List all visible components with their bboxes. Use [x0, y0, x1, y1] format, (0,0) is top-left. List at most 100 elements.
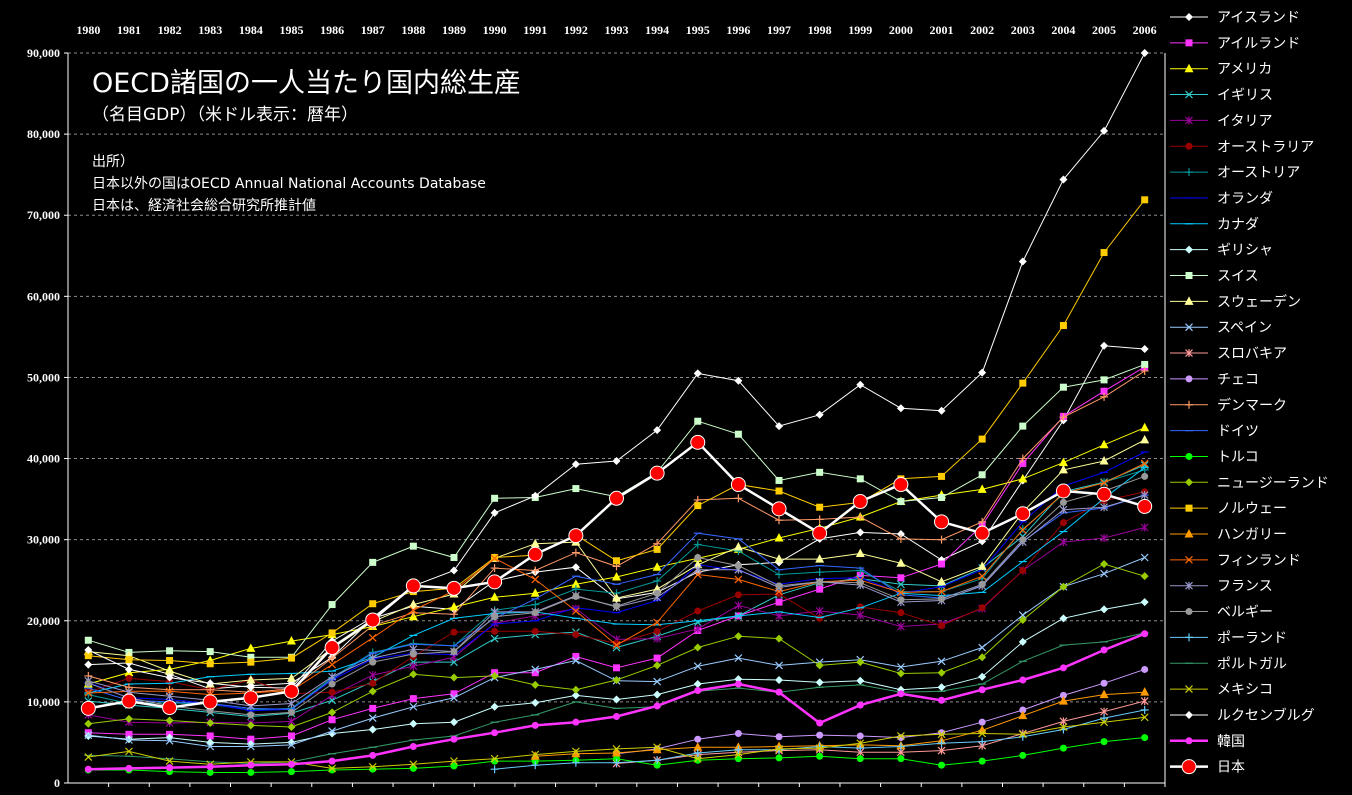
data-point — [1100, 738, 1108, 746]
data-point — [368, 633, 377, 642]
data-point — [812, 525, 828, 541]
data-point — [897, 596, 905, 604]
data-point — [490, 564, 499, 573]
data-point — [816, 578, 824, 586]
legend-swatch-marker — [1185, 323, 1193, 332]
data-point — [572, 652, 580, 660]
legend-item: トルコ — [1170, 449, 1259, 465]
data-point — [162, 700, 178, 716]
data-point — [80, 700, 96, 716]
data-point — [527, 546, 543, 562]
data-point — [368, 687, 377, 696]
data-point — [1100, 126, 1109, 135]
data-point — [1059, 175, 1068, 184]
data-point — [775, 675, 784, 684]
data-point — [775, 688, 783, 696]
data-point — [774, 554, 784, 563]
data-point — [734, 591, 742, 599]
data-point — [328, 688, 336, 696]
data-point — [84, 765, 92, 773]
data-point — [1019, 459, 1027, 467]
data-point — [612, 745, 621, 753]
data-point — [896, 663, 905, 671]
x-tick-label: 1994 — [645, 23, 669, 37]
data-point — [328, 660, 337, 669]
data-point — [938, 696, 946, 704]
data-point — [734, 376, 743, 385]
data-point — [328, 716, 336, 724]
data-point — [409, 542, 417, 550]
y-tick-label: 90,000 — [27, 46, 60, 60]
data-point — [369, 600, 377, 608]
data-point — [937, 746, 946, 755]
data-point — [734, 575, 743, 584]
data-point — [1100, 376, 1108, 384]
y-tick-label: 40,000 — [27, 452, 60, 466]
data-point — [1100, 679, 1108, 687]
data-point — [816, 585, 824, 593]
y-tick-label: 30,000 — [27, 533, 60, 547]
x-tick-label: 1981 — [117, 23, 141, 37]
data-point — [653, 761, 661, 769]
data-point — [690, 434, 706, 450]
data-point — [613, 712, 620, 720]
legend-label: ギリシャ — [1217, 243, 1273, 259]
legend-label: フランス — [1217, 579, 1273, 595]
data-point — [1059, 322, 1067, 330]
data-point — [816, 731, 824, 739]
data-point — [1141, 630, 1149, 638]
legend-label: ポーランド — [1217, 630, 1287, 646]
legend-swatch-marker — [1185, 504, 1193, 512]
data-point — [1018, 615, 1027, 624]
legend-item: スイス — [1170, 269, 1259, 285]
data-point — [368, 762, 377, 771]
data-point — [937, 668, 946, 677]
legend-item: スペイン — [1170, 320, 1272, 336]
data-point — [247, 653, 255, 661]
data-point — [856, 528, 865, 537]
data-point — [287, 768, 295, 776]
data-point — [1058, 696, 1068, 705]
data-point — [450, 757, 458, 766]
data-point — [287, 654, 295, 662]
data-point — [1140, 345, 1149, 354]
data-point — [409, 670, 418, 679]
series-29 — [84, 630, 1149, 773]
legend-item: ドイツ — [1170, 424, 1259, 440]
data-point — [612, 747, 621, 757]
data-point — [978, 672, 987, 681]
data-point — [1019, 566, 1027, 574]
data-point — [1100, 392, 1109, 401]
x-tick-label: 2000 — [889, 23, 913, 37]
data-point — [816, 503, 824, 511]
data-point — [653, 690, 662, 699]
legend-item: デンマーク — [1170, 397, 1287, 414]
data-point — [1018, 730, 1027, 739]
data-point — [653, 661, 662, 670]
data-point — [409, 760, 418, 769]
data-point — [653, 654, 661, 662]
data-point — [896, 404, 905, 413]
data-point — [247, 658, 255, 666]
x-tick-label: 1990 — [483, 23, 507, 37]
data-point — [652, 744, 662, 754]
data-point — [775, 582, 783, 590]
y-tick-label: 70,000 — [27, 208, 60, 222]
data-point — [246, 683, 255, 692]
data-point — [1140, 422, 1150, 432]
x-tick-label: 1993 — [605, 23, 629, 37]
legend-item: イタリア — [1170, 113, 1272, 129]
data-point — [1100, 534, 1108, 543]
data-point — [206, 660, 214, 668]
data-point — [937, 739, 946, 748]
data-point — [734, 562, 742, 570]
data-point — [1137, 498, 1153, 514]
data-point — [613, 602, 620, 610]
data-point — [446, 580, 462, 596]
data-point — [571, 758, 580, 767]
legend-label: スロバキア — [1217, 346, 1287, 362]
data-point — [937, 730, 946, 739]
legend-item: ニュージーランド — [1170, 475, 1329, 491]
y-tick-labels: 0 10,000 20,000 30,000 40,000 50,000 60,000 70,… — [27, 46, 60, 790]
data-point — [1100, 605, 1109, 614]
